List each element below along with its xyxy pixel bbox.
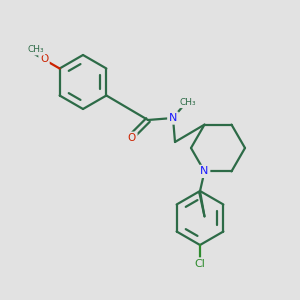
Text: O: O (40, 55, 48, 64)
Text: CH₃: CH₃ (27, 45, 44, 54)
Text: O: O (128, 133, 136, 143)
Text: Cl: Cl (195, 259, 206, 269)
Text: CH₃: CH₃ (179, 98, 196, 107)
Text: N: N (169, 113, 177, 123)
Text: N: N (200, 167, 209, 176)
